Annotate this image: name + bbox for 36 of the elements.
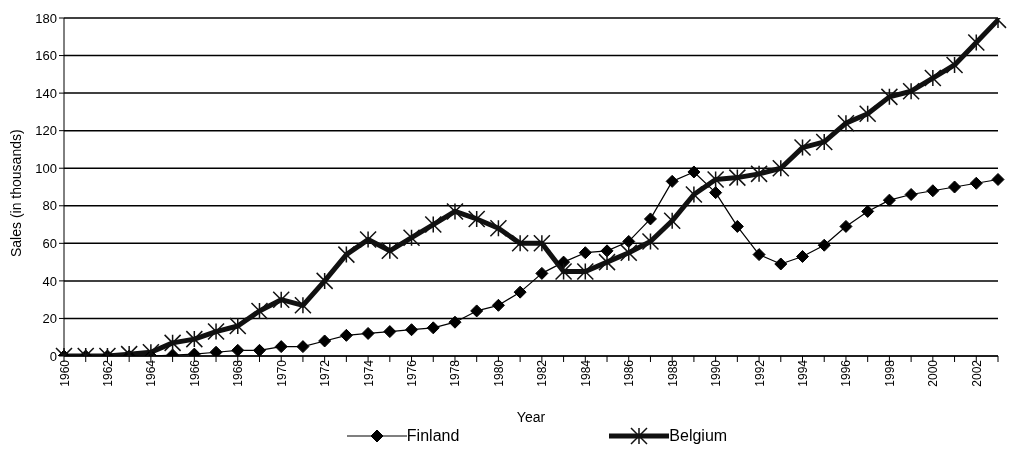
x-tick-label: 2000: [926, 359, 941, 387]
y-axis-title: Sales (in thousands): [7, 129, 24, 257]
y-tick-label: 0: [49, 348, 57, 364]
y-tick-label: 20: [42, 311, 57, 327]
x-tick-label: 1964: [144, 359, 159, 387]
x-tick-label: 1978: [448, 359, 463, 387]
y-tick-label: 80: [42, 198, 57, 214]
y-tick-label: 180: [35, 10, 57, 26]
x-tick-label: 1992: [752, 359, 767, 387]
x-tick-label: 1966: [187, 359, 202, 387]
x-tick-label: 1962: [100, 359, 115, 387]
x-tick-label: 1990: [709, 359, 724, 387]
x-tick-label: 1974: [361, 359, 376, 387]
y-tick-label: 160: [35, 48, 57, 64]
x-tick-label: 1968: [231, 359, 246, 387]
x-tick-label: 1972: [318, 359, 333, 387]
x-tick-label: 1970: [274, 359, 289, 387]
x-tick-label: 1976: [405, 359, 420, 387]
y-tick-label: 140: [35, 85, 57, 101]
x-tick-label: 1960: [57, 359, 72, 387]
x-tick-label: 1988: [665, 359, 680, 387]
x-tick-label: 1996: [839, 359, 854, 387]
x-tick-label: 1994: [796, 359, 811, 387]
y-tick-label: 100: [35, 160, 57, 176]
y-tick-label: 40: [42, 273, 57, 289]
legend-label: Belgium: [669, 427, 728, 445]
y-tick-label: 120: [35, 123, 57, 139]
y-tick-label: 60: [42, 235, 57, 251]
x-tick-label: 1998: [882, 359, 897, 387]
x-tick-label: 1986: [622, 359, 637, 387]
x-tick-label: 2002: [969, 359, 984, 387]
legend-label: Finland: [406, 427, 460, 445]
x-axis-title: Year: [516, 409, 546, 425]
x-tick-label: 1984: [578, 359, 593, 387]
x-tick-label: 1982: [535, 359, 550, 387]
x-tick-label: 1980: [491, 359, 506, 387]
